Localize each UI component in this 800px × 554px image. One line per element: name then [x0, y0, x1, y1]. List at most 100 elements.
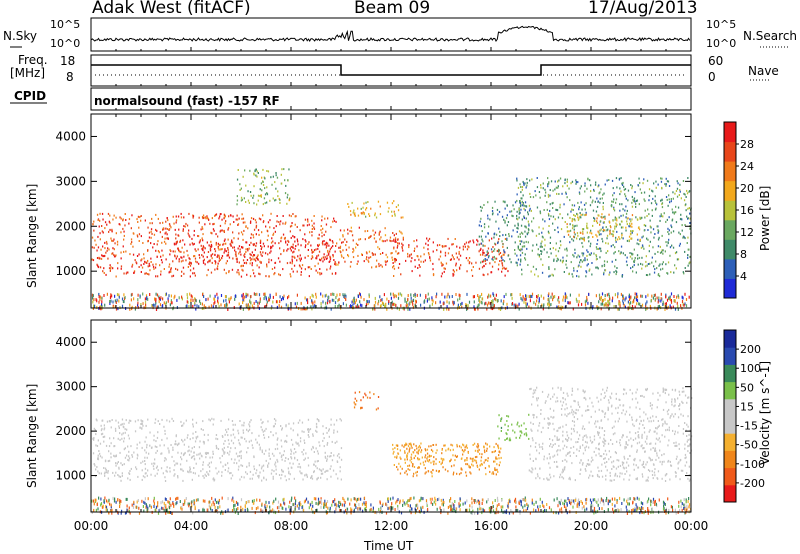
velocity-panel-region-0-pixel — [252, 473, 254, 476]
power-panel-region-8-pixel — [625, 226, 627, 229]
power-panel-region-7-pixel — [523, 207, 525, 210]
power-panel-region-7-pixel — [658, 236, 660, 239]
power-panel-region-0-pixel — [193, 234, 195, 237]
velocity-panel-region-0-pixel — [293, 477, 295, 480]
power-panel-noise-pixel — [477, 307, 479, 311]
power-panel-noise-pixel — [406, 301, 408, 305]
velocity-panel-region-0-pixel — [316, 430, 318, 433]
power-panel-region-0-pixel — [321, 219, 323, 222]
power-panel-noise-pixel — [263, 292, 265, 296]
power-panel-region-7-pixel — [557, 231, 559, 234]
power-panel-region-0-pixel — [331, 272, 333, 275]
velocity-panel-region-0-pixel — [251, 432, 253, 435]
power-panel-region-6-pixel — [511, 214, 513, 217]
velocity-panel-region-0-pixel — [103, 427, 106, 430]
power-panel-region-0-pixel — [113, 214, 115, 217]
velocity-panel-region-0-pixel — [184, 451, 186, 454]
power-panel-region-7-pixel — [586, 258, 588, 261]
power-panel-region-7-pixel — [638, 177, 640, 180]
power-panel-region-1-pixel — [237, 247, 239, 250]
power-panel-region-7-pixel — [534, 190, 536, 193]
power-panel-region-0-pixel — [291, 267, 293, 270]
power-panel-region-0-pixel — [273, 273, 275, 276]
power-panel-noise-pixel — [493, 304, 495, 308]
power-panel-region-7-pixel — [653, 182, 655, 185]
power-panel-region-3-pixel — [350, 261, 352, 263]
power-panel-region-7-pixel — [519, 254, 522, 257]
power-panel-noise-pixel — [634, 296, 636, 300]
power-panel-region-0-pixel — [215, 243, 217, 246]
power-panel-region-7-pixel — [622, 237, 624, 240]
velocity-panel-noise-pixel — [397, 504, 399, 508]
power-panel-region-7-pixel — [588, 253, 591, 256]
velocity-panel-noise-pixel — [562, 501, 564, 505]
velocity-panel-region-0-pixel — [163, 459, 166, 462]
power-panel-region-0-pixel — [322, 240, 324, 243]
velocity-panel-noise-pixel — [565, 499, 567, 503]
power-panel-noise-pixel — [562, 305, 564, 309]
velocity-panel-region-0-pixel — [101, 432, 104, 435]
velocity-panel-region-0-pixel — [103, 435, 106, 438]
power-panel-region-0-pixel — [240, 231, 243, 234]
velocity-panel-noise-pixel — [157, 511, 160, 515]
power-panel-region-7-pixel — [548, 225, 550, 227]
power-panel-region-1-pixel — [175, 257, 177, 260]
power-panel-noise-pixel — [479, 300, 481, 304]
velocity-panel-region-0-pixel — [193, 458, 196, 461]
power-panel-region-0-pixel — [97, 219, 99, 221]
power-panel-region-4-pixel — [348, 205, 350, 208]
power-panel-noise-pixel — [160, 296, 162, 300]
power-panel-region-7-pixel — [531, 249, 533, 252]
power-panel-noise-pixel — [245, 303, 247, 307]
velocity-panel-noise-pixel — [567, 497, 569, 501]
power-panel-region-1-pixel — [291, 255, 293, 258]
velocity-panel-noise-pixel — [449, 504, 451, 508]
power-panel-noise-pixel — [633, 299, 635, 303]
power-panel-region-7-pixel — [542, 187, 544, 190]
power-panel-region-5-pixel — [452, 269, 454, 272]
velocity-panel-noise-pixel — [654, 503, 656, 506]
velocity-panel-noise-pixel — [332, 500, 334, 504]
power-panel-region-0-pixel — [111, 252, 113, 255]
velocity-panel-noise-pixel — [214, 509, 216, 513]
velocity-panel-noise-pixel — [442, 498, 444, 502]
velocity-panel-region-0-pixel — [99, 442, 102, 445]
power-panel-region-6-pixel — [521, 204, 524, 207]
power-panel-region-4-pixel — [391, 202, 394, 205]
power-panel-region-0-pixel — [308, 223, 310, 226]
velocity-panel-noise-pixel — [568, 499, 570, 503]
velocity-panel-region-0-pixel — [280, 439, 282, 442]
power-panel-region-8-pixel — [631, 225, 633, 228]
power-panel-noise-pixel — [106, 292, 108, 296]
power-panel-noise-pixel — [122, 300, 124, 303]
velocity-panel-region-0-pixel — [336, 440, 338, 443]
power-panel-region-7-pixel — [648, 244, 650, 247]
power-panel-noise-pixel — [636, 292, 638, 296]
power-panel-region-7-pixel — [589, 268, 591, 271]
velocity-panel-noise-pixel — [266, 504, 268, 508]
power-panel-region-1-pixel — [257, 258, 259, 261]
power-panel-region-7-pixel — [632, 265, 634, 268]
power-panel-noise-pixel — [372, 307, 374, 311]
velocity-panel-noise-pixel — [542, 509, 544, 513]
velocity-panel-region-0-pixel — [246, 428, 248, 431]
power-panel-region-7-pixel — [616, 267, 618, 269]
power-panel-noise-pixel — [212, 305, 214, 309]
power-panel-region-8-pixel — [573, 214, 575, 216]
power-panel-region-8-pixel — [601, 216, 603, 219]
power-panel-region-8-pixel — [567, 233, 570, 236]
power-panel-noise-pixel — [618, 307, 620, 311]
velocity-panel-region-0-pixel — [100, 433, 103, 436]
power-panel-region-7-pixel — [649, 219, 651, 222]
power-panel-region-7-pixel — [675, 221, 678, 224]
power-panel-region-7-pixel — [659, 263, 661, 266]
power-panel-noise-pixel — [472, 295, 474, 299]
power-panel-noise-pixel — [155, 301, 157, 305]
power-panel-region-7-pixel — [665, 184, 667, 187]
power-panel-region-0-pixel — [319, 272, 321, 274]
power-panel-region-1-pixel — [307, 249, 309, 251]
velocity-panel-noise-pixel — [614, 509, 616, 513]
power-panel-region-7-pixel — [552, 207, 554, 209]
power-panel-noise-pixel — [577, 303, 580, 307]
power-panel-noise-pixel — [409, 307, 411, 311]
